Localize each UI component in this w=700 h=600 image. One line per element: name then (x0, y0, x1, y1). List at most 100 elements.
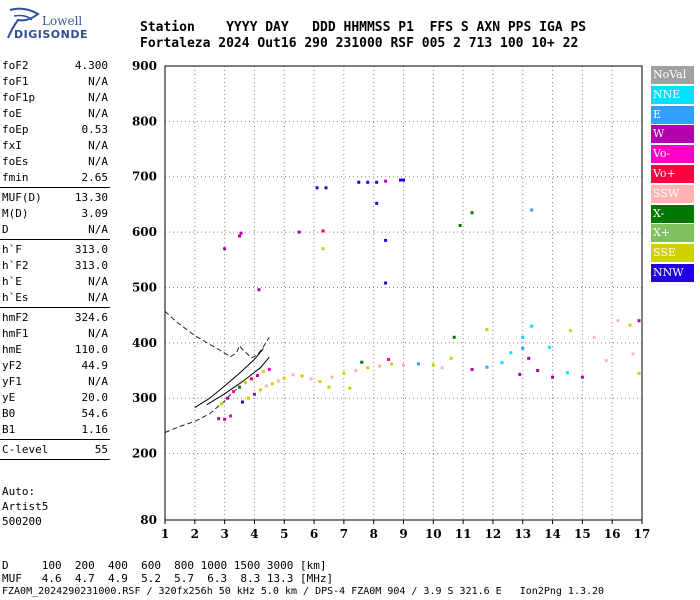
y-tick-label: 80 (140, 513, 157, 527)
echo-point (238, 385, 242, 389)
profile-curve-lower (164, 386, 240, 433)
param-value: N/A (88, 139, 108, 152)
echo-trace-line (194, 348, 264, 409)
echo-point (568, 329, 572, 333)
param-row: B0 54.6 (0, 406, 112, 422)
param-value: N/A (88, 91, 108, 104)
echo-point (226, 396, 230, 400)
param-row: foE N/A (0, 106, 112, 122)
param-row: fmin 2.65 (0, 170, 112, 186)
x-tick-label: 5 (280, 527, 288, 541)
legend-item-w: W (651, 125, 694, 144)
echo-point (249, 377, 253, 381)
param-name: C-level (2, 443, 49, 456)
x-tick-label: 4 (250, 527, 258, 541)
echo-point (399, 178, 403, 182)
x-tick-label: 17 (634, 527, 651, 541)
param-value: 55 (94, 443, 108, 456)
param-name: B1 (2, 423, 16, 436)
echo-point (229, 414, 233, 418)
parameter-panel: foF2 4.300 foF1 N/A foF1p N/A foE N/A foEp 0.53 fx… (0, 58, 112, 462)
echo-point (402, 178, 405, 182)
param-name: hmF1 (2, 327, 29, 340)
echo-point (270, 382, 274, 386)
echo-point (267, 367, 271, 371)
echo-point (416, 362, 420, 366)
echo-point (342, 371, 346, 375)
param-row: foEs N/A (0, 154, 112, 170)
echo-point (536, 369, 540, 373)
x-tick-label: 14 (544, 527, 561, 541)
echo-point (485, 365, 489, 369)
param-value: N/A (88, 291, 108, 304)
auto-label: Auto: (2, 485, 36, 498)
echo-point (521, 335, 525, 339)
echo-point (252, 392, 256, 396)
auto-code: 500200 (2, 515, 42, 528)
x-tick-label: 1 (161, 527, 169, 541)
echo-point (509, 351, 513, 355)
x-tick-label: 9 (399, 527, 407, 541)
auto-scaling-info: Auto: Artist5 500200 (2, 484, 48, 529)
echo-point (258, 388, 262, 392)
x-tick-label: 7 (340, 527, 348, 541)
echo-point (282, 376, 286, 380)
param-row: h`F2 313.0 (0, 258, 112, 274)
param-row: hmF1 N/A (0, 326, 112, 342)
param-row: h`Es N/A (0, 290, 112, 306)
param-row: foF2 4.300 (0, 58, 112, 74)
param-value: 313.0 (74, 243, 108, 256)
param-value: N/A (88, 223, 108, 236)
param-value: N/A (88, 275, 108, 288)
echo-point (223, 247, 227, 251)
legend-item-xminus: X- (651, 204, 694, 223)
x-tick-label: 10 (425, 527, 442, 541)
echo-point (330, 375, 334, 379)
param-name: foEp (2, 123, 29, 136)
y-tick-label: 400 (132, 336, 157, 350)
echo-trace-line (206, 356, 270, 406)
echo-point (255, 373, 259, 377)
param-row: B1 1.16 (0, 422, 112, 438)
footer-info: D 100 200 400 600 800 1000 1500 3000 [km… (2, 559, 604, 598)
panel-separator (0, 307, 110, 308)
echo-point (223, 417, 227, 421)
header-line-2: Fortaleza 2024 Out16 290 231000 RSF 005 … (140, 36, 579, 51)
echo-point (565, 371, 569, 375)
echo-point (631, 352, 635, 356)
echo-point (220, 402, 224, 406)
param-value: N/A (88, 155, 108, 168)
echo-point (384, 281, 388, 285)
param-value: 2.65 (81, 171, 109, 184)
param-row: h`E N/A (0, 274, 112, 290)
echo-point (452, 335, 456, 339)
echo-point (300, 374, 304, 378)
echo-point (366, 366, 370, 370)
echo-point (238, 234, 242, 238)
panel-separator (0, 459, 110, 460)
echo-point (378, 364, 382, 368)
x-tick-label: 12 (485, 527, 502, 541)
param-name: D (2, 223, 9, 236)
echo-point (527, 356, 531, 360)
param-name: yF2 (2, 359, 22, 372)
y-tick-label: 600 (132, 225, 157, 239)
echo-point (243, 381, 247, 385)
echo-point (366, 180, 370, 184)
param-name: fxI (2, 139, 22, 152)
echo-point (390, 362, 394, 366)
y-tick-label: 700 (132, 170, 157, 184)
echo-point (261, 370, 265, 374)
param-name: yE (2, 391, 16, 404)
param-name: h`E (2, 275, 22, 288)
x-tick-label: 6 (310, 527, 318, 541)
param-name: foE (2, 107, 22, 120)
echo-point (548, 345, 552, 349)
echo-point (321, 247, 325, 251)
echo-point (458, 223, 462, 227)
param-row: hmE 110.0 (0, 342, 112, 358)
echo-point (309, 377, 313, 381)
echo-point (500, 361, 504, 365)
param-name: foEs (2, 155, 29, 168)
param-name: foF1 (2, 75, 29, 88)
